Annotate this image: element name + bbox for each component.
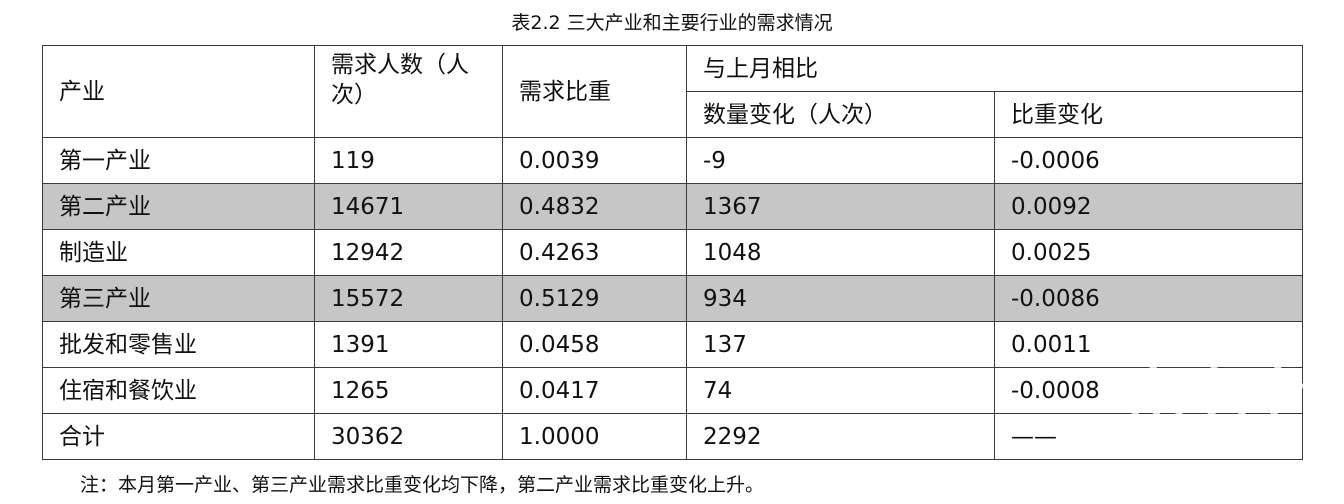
cell-count-change: 137 (686, 321, 995, 368)
header-demand-count: 需求人数（人次） (314, 45, 503, 138)
cell-share-change: 0.0025 (994, 229, 1303, 276)
cell-industry: 批发和零售业 (42, 321, 315, 368)
cell-count-change: 74 (686, 367, 995, 414)
header-share-change: 比重变化 (994, 91, 1303, 138)
table-row: 第一产业 119 0.0039 -9 -0.0006 (42, 137, 1303, 184)
cell-industry: 第二产业 (42, 183, 315, 230)
cell-demand-count: 1391 (314, 321, 503, 368)
cell-count-change: 1367 (686, 183, 995, 230)
cell-demand-count: 30362 (314, 413, 503, 460)
header-compare-group: 与上月相比 (686, 45, 1303, 92)
cell-share-change: -0.0086 (994, 275, 1303, 322)
cell-share-change: —— (994, 413, 1303, 460)
cell-industry: 合计 (42, 413, 315, 460)
header-count-change: 数量变化（人次） (686, 91, 995, 138)
table-row: 第二产业 14671 0.4832 1367 0.0092 (42, 183, 1303, 230)
cell-count-change: 934 (686, 275, 995, 322)
demand-table: 产业 需求人数（人次） 需求比重 与上月相比 数量变化（人次） 比重变化 第一产… (42, 45, 1303, 460)
table-title: 表2.2 三大产业和主要行业的需求情况 (511, 12, 833, 34)
table-row: 第三产业 15572 0.5129 934 -0.0086 (42, 275, 1303, 322)
header-row-1: 产业 需求人数（人次） 需求比重 与上月相比 (42, 45, 1303, 138)
watermark-logo (1124, 346, 1304, 450)
cell-count-change: -9 (686, 137, 995, 184)
header-row-2: 数量变化（人次） 比重变化 (43, 91, 1303, 138)
cell-demand-share: 0.4263 (502, 229, 687, 276)
cell-demand-count: 12942 (314, 229, 503, 276)
cell-share-change: 0.0092 (994, 183, 1303, 230)
cell-demand-share: 0.5129 (502, 275, 687, 322)
cell-share-change: 0.0011 (994, 321, 1303, 368)
table-row: 制造业 12942 0.4263 1048 0.0025 (42, 229, 1303, 276)
footnote: 注：本月第一产业、第三产业需求比重变化均下降，第二产业需求比重变化上升。 (80, 474, 765, 496)
cell-demand-share: 1.0000 (502, 413, 687, 460)
header-industry: 产业 (42, 45, 315, 138)
cell-count-change: 2292 (686, 413, 995, 460)
cell-demand-share: 0.4832 (502, 183, 687, 230)
cell-demand-count: 15572 (314, 275, 503, 322)
cell-demand-count: 1265 (314, 367, 503, 414)
cell-demand-share: 0.0039 (502, 137, 687, 184)
cell-industry: 第三产业 (42, 275, 315, 322)
cell-demand-share: 0.0458 (502, 321, 687, 368)
cell-industry: 第一产业 (42, 137, 315, 184)
cell-industry: 制造业 (42, 229, 315, 276)
table-row: 批发和零售业 1391 0.0458 137 0.0011 (42, 321, 1303, 368)
cell-industry: 住宿和餐饮业 (42, 367, 315, 414)
table-row: 住宿和餐饮业 1265 0.0417 74 -0.0008 (42, 367, 1303, 414)
header-demand-share: 需求比重 (502, 45, 687, 138)
table-row: 合计 30362 1.0000 2292 —— (42, 413, 1303, 460)
cell-count-change: 1048 (686, 229, 995, 276)
cell-demand-count: 14671 (314, 183, 503, 230)
cell-share-change: -0.0006 (994, 137, 1303, 184)
cell-demand-share: 0.0417 (502, 367, 687, 414)
cell-demand-count: 119 (314, 137, 503, 184)
